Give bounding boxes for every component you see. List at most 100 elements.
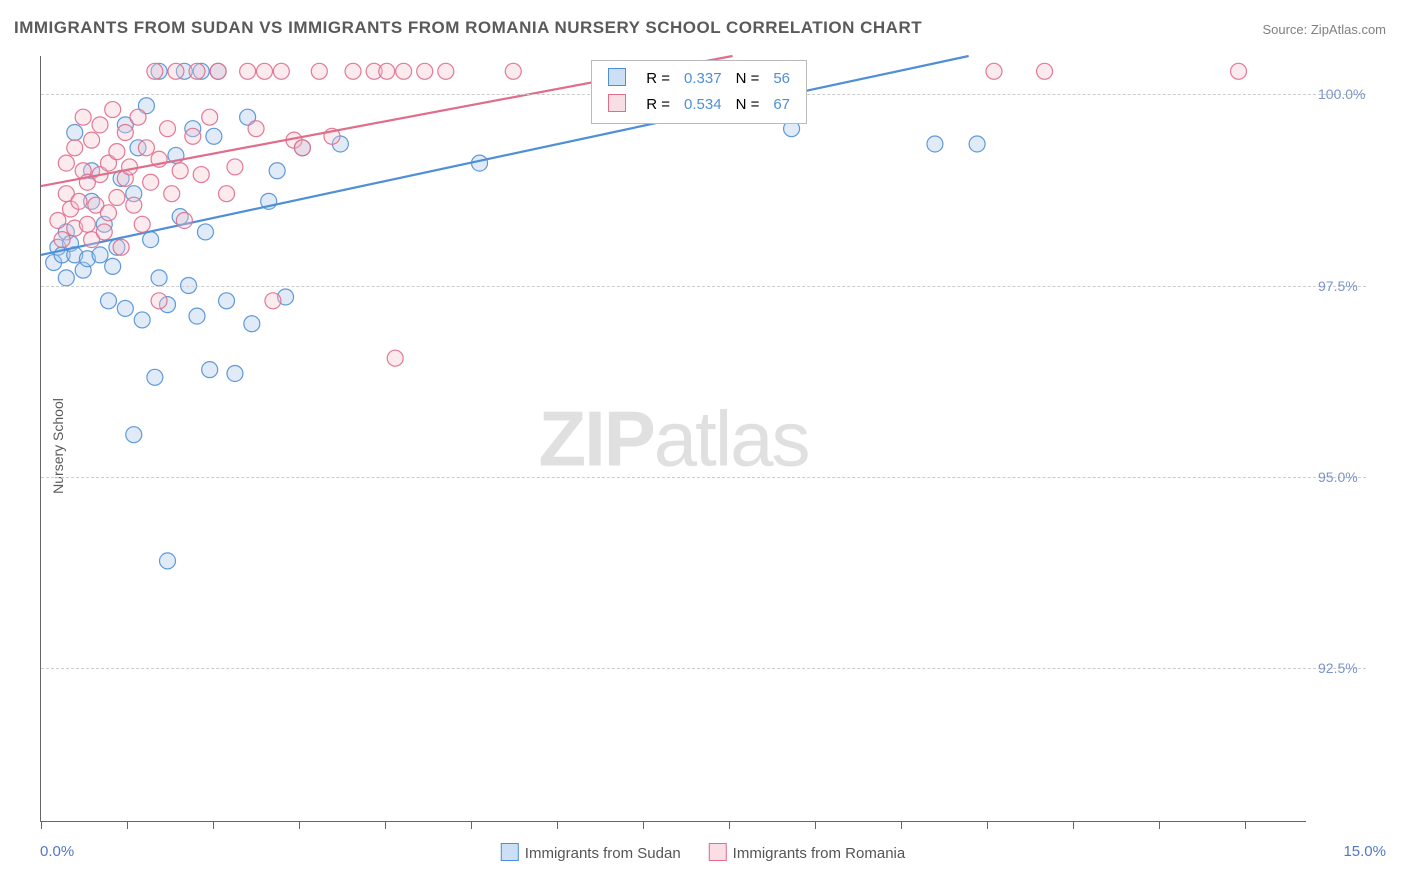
legend-n-value-sudan: 56: [767, 67, 796, 91]
data-point-romania: [50, 212, 66, 228]
data-point-romania: [172, 163, 188, 179]
data-point-romania: [176, 212, 192, 228]
grid-line: [41, 286, 1366, 287]
x-tick: [41, 821, 42, 829]
legend-row-sudan: R =0.337N =56: [602, 67, 796, 91]
legend-n-label: N =: [730, 67, 766, 91]
x-axis-max-label: 15.0%: [1343, 843, 1386, 860]
y-tick-label: 92.5%: [1318, 660, 1398, 676]
chart-source: Source: ZipAtlas.com: [1262, 22, 1386, 37]
data-point-sudan: [969, 136, 985, 152]
y-tick-label: 97.5%: [1318, 278, 1398, 294]
data-point-romania: [113, 239, 129, 255]
legend-r-value-sudan: 0.337: [678, 67, 728, 91]
data-point-romania: [75, 109, 91, 125]
legend-swatch-sudan: [608, 68, 626, 86]
data-point-romania: [117, 125, 133, 141]
plot-svg: [41, 56, 1306, 821]
data-point-romania: [986, 63, 1002, 79]
data-point-romania: [273, 63, 289, 79]
data-point-romania: [379, 63, 395, 79]
x-tick: [1245, 821, 1246, 829]
chart-title: IMMIGRANTS FROM SUDAN VS IMMIGRANTS FROM…: [14, 18, 922, 38]
data-point-romania: [151, 293, 167, 309]
legend-n-label: N =: [730, 93, 766, 117]
data-point-romania: [256, 63, 272, 79]
legend-r-value-romania: 0.534: [678, 93, 728, 117]
data-point-romania: [138, 140, 154, 156]
data-point-sudan: [197, 224, 213, 240]
x-tick: [901, 821, 902, 829]
correlation-legend: R =0.337N =56R =0.534N =67: [591, 60, 807, 124]
data-point-sudan: [58, 270, 74, 286]
data-point-sudan: [151, 270, 167, 286]
x-tick: [1073, 821, 1074, 829]
data-point-romania: [164, 186, 180, 202]
data-point-sudan: [189, 308, 205, 324]
data-point-sudan: [227, 365, 243, 381]
data-point-sudan: [927, 136, 943, 152]
data-point-romania: [109, 144, 125, 160]
data-point-romania: [160, 121, 176, 137]
x-tick: [299, 821, 300, 829]
legend-swatch-romania: [608, 94, 626, 112]
data-point-romania: [109, 190, 125, 206]
x-tick: [385, 821, 386, 829]
y-tick-label: 95.0%: [1318, 469, 1398, 485]
data-point-sudan: [100, 293, 116, 309]
series-label-sudan: Immigrants from Sudan: [525, 845, 681, 862]
data-point-romania: [219, 186, 235, 202]
data-point-romania: [345, 63, 361, 79]
data-point-romania: [185, 128, 201, 144]
data-point-romania: [396, 63, 412, 79]
data-point-sudan: [105, 258, 121, 274]
data-point-sudan: [67, 125, 83, 141]
y-tick-label: 100.0%: [1318, 86, 1398, 102]
data-point-romania: [265, 293, 281, 309]
data-point-romania: [189, 63, 205, 79]
data-point-romania: [417, 63, 433, 79]
data-point-romania: [84, 132, 100, 148]
data-point-romania: [210, 63, 226, 79]
data-point-romania: [193, 167, 209, 183]
data-point-romania: [202, 109, 218, 125]
x-tick: [987, 821, 988, 829]
data-point-sudan: [126, 427, 142, 443]
correlation-legend-table: R =0.337N =56R =0.534N =67: [600, 65, 798, 119]
data-point-romania: [505, 63, 521, 79]
data-point-sudan: [202, 362, 218, 378]
x-tick: [213, 821, 214, 829]
data-point-romania: [67, 140, 83, 156]
data-point-sudan: [117, 300, 133, 316]
grid-line: [41, 477, 1366, 478]
legend-r-label: R =: [640, 67, 676, 91]
data-point-sudan: [269, 163, 285, 179]
data-point-sudan: [147, 369, 163, 385]
data-point-romania: [248, 121, 264, 137]
data-point-romania: [54, 232, 70, 248]
series-label-romania: Immigrants from Romania: [733, 845, 906, 862]
x-tick: [643, 821, 644, 829]
series-swatch-romania: [709, 843, 727, 861]
x-tick: [471, 821, 472, 829]
data-point-romania: [143, 174, 159, 190]
x-tick: [729, 821, 730, 829]
data-point-romania: [105, 102, 121, 118]
data-point-romania: [438, 63, 454, 79]
data-point-sudan: [143, 232, 159, 248]
legend-n-value-romania: 67: [767, 93, 796, 117]
data-point-romania: [240, 63, 256, 79]
data-point-sudan: [160, 553, 176, 569]
data-point-romania: [79, 216, 95, 232]
data-point-romania: [100, 205, 116, 221]
data-point-romania: [168, 63, 184, 79]
data-point-sudan: [219, 293, 235, 309]
x-tick: [127, 821, 128, 829]
data-point-romania: [130, 109, 146, 125]
data-point-sudan: [206, 128, 222, 144]
data-point-romania: [92, 117, 108, 133]
data-point-romania: [126, 197, 142, 213]
series-legend-item-romania: Immigrants from Romania: [709, 843, 906, 862]
plot-area: ZIPatlas R =0.337N =56R =0.534N =67 100.…: [40, 56, 1306, 822]
x-axis-min-label: 0.0%: [40, 843, 74, 860]
